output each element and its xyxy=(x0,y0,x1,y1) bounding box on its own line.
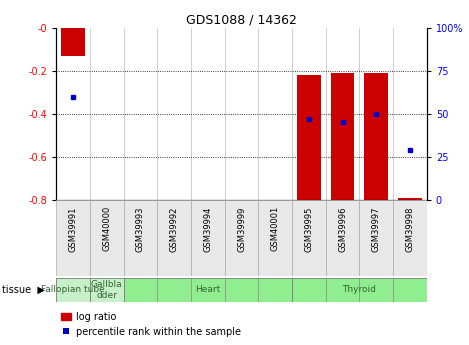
Bar xyxy=(393,200,427,276)
Bar xyxy=(90,200,124,276)
Text: Thyroid: Thyroid xyxy=(342,285,376,294)
Bar xyxy=(398,198,422,204)
Text: GSM40000: GSM40000 xyxy=(102,206,111,252)
Text: GSM39994: GSM39994 xyxy=(204,206,212,252)
Text: Fallopian tube: Fallopian tube xyxy=(41,285,105,294)
Bar xyxy=(124,278,292,302)
Text: GSM40001: GSM40001 xyxy=(271,206,280,252)
Bar xyxy=(157,200,191,276)
Bar xyxy=(90,278,124,302)
Bar xyxy=(326,200,359,276)
Text: GSM39999: GSM39999 xyxy=(237,206,246,252)
Bar xyxy=(56,278,90,302)
Bar xyxy=(61,28,85,56)
Bar xyxy=(297,75,321,204)
Bar xyxy=(331,73,355,202)
Text: GSM39996: GSM39996 xyxy=(338,206,347,252)
Bar xyxy=(225,200,258,276)
Bar xyxy=(292,200,326,276)
Text: Heart: Heart xyxy=(195,285,220,294)
Bar xyxy=(56,200,90,276)
Text: GSM39995: GSM39995 xyxy=(304,206,313,252)
Text: GSM39997: GSM39997 xyxy=(372,206,381,252)
Bar xyxy=(292,278,427,302)
Text: GSM39993: GSM39993 xyxy=(136,206,145,252)
Bar xyxy=(364,73,388,202)
Bar xyxy=(359,200,393,276)
Bar xyxy=(191,200,225,276)
Text: GSM39998: GSM39998 xyxy=(405,206,415,252)
Legend: log ratio, percentile rank within the sample: log ratio, percentile rank within the sa… xyxy=(61,312,241,337)
Text: tissue  ▶: tissue ▶ xyxy=(2,285,45,295)
Text: Gallbla
dder: Gallbla dder xyxy=(91,280,122,299)
Text: GSM39991: GSM39991 xyxy=(68,206,78,252)
Title: GDS1088 / 14362: GDS1088 / 14362 xyxy=(186,13,297,27)
Bar xyxy=(258,200,292,276)
Text: GSM39992: GSM39992 xyxy=(170,206,179,252)
Bar xyxy=(124,200,157,276)
